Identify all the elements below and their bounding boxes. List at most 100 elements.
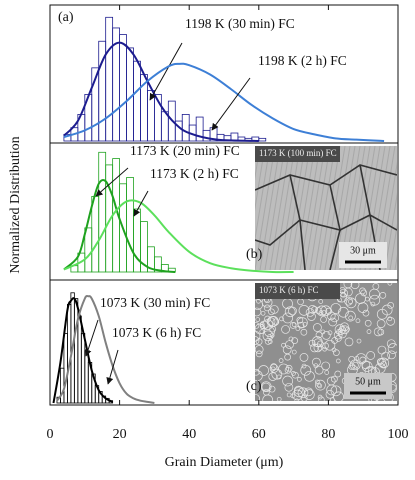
- lamella: [405, 146, 415, 270]
- grain: [330, 303, 342, 314]
- grain: [297, 317, 308, 328]
- grain: [330, 385, 342, 397]
- label-arrow: [211, 77, 251, 131]
- lamella: [304, 146, 326, 270]
- grain: [300, 328, 308, 336]
- grain: [313, 323, 322, 332]
- grain: [334, 370, 342, 378]
- grain: [359, 287, 366, 295]
- grain: [321, 361, 331, 371]
- grain: [255, 338, 263, 345]
- grain: [284, 382, 294, 392]
- grain: [268, 316, 279, 327]
- grain: [352, 361, 359, 369]
- lamella: [334, 146, 356, 270]
- inset-label: 1173 K (100 min) FC: [259, 148, 337, 158]
- scale-bar-bg: [339, 242, 387, 268]
- series-label: 1173 K (20 min) FC: [130, 143, 240, 158]
- scale-bar-label: 50 μm: [355, 376, 381, 387]
- grain: [255, 345, 264, 354]
- grain: [268, 372, 278, 381]
- grain: [373, 327, 383, 337]
- grain: [386, 316, 395, 326]
- grain: [333, 391, 344, 401]
- series-label: 1073 K (30 min) FC: [100, 295, 210, 310]
- grain: [276, 374, 282, 380]
- grain: [316, 305, 328, 317]
- grain: [315, 379, 326, 391]
- grain: [268, 385, 276, 393]
- grain: [364, 296, 370, 302]
- grain: [255, 350, 263, 358]
- grain: [313, 343, 323, 353]
- grain: [369, 288, 380, 300]
- grain: [255, 370, 263, 382]
- grain: [355, 318, 361, 324]
- grain: [292, 389, 303, 401]
- grain: [279, 316, 284, 322]
- grain: [362, 309, 370, 317]
- grain: [333, 330, 343, 340]
- grain: [299, 353, 309, 362]
- grain: [295, 326, 301, 331]
- grain: [311, 306, 318, 313]
- grain: [286, 392, 292, 398]
- panel-frame: [49, 279, 399, 406]
- grain: [259, 322, 265, 327]
- x-tick-label: 0: [47, 427, 54, 442]
- grain: [284, 306, 296, 318]
- grain: [308, 304, 317, 314]
- grain: [387, 343, 397, 354]
- grain: [377, 358, 384, 365]
- grain: [304, 370, 315, 382]
- grain: [381, 351, 391, 361]
- grain: [291, 349, 297, 355]
- grain: [325, 389, 335, 399]
- grain: [387, 350, 396, 360]
- grain: [293, 386, 305, 398]
- inset-label: 1073 K (6 h) FC: [259, 285, 319, 295]
- grain: [284, 353, 291, 361]
- label-arrow: [149, 42, 183, 101]
- grain: [376, 319, 386, 328]
- grain: [330, 313, 340, 323]
- grain: [256, 298, 261, 304]
- grain: [348, 315, 354, 321]
- label-arrow: [95, 167, 129, 197]
- inset-label-bg: [255, 146, 340, 162]
- grain: [324, 339, 336, 351]
- grain: [340, 325, 350, 335]
- series-label: 1198 K (30 min) FC: [185, 16, 295, 31]
- grain: [335, 358, 341, 364]
- grain: [260, 381, 272, 393]
- grain: [264, 338, 272, 345]
- scale-bar-label: 30 μm: [350, 245, 376, 256]
- grain: [318, 310, 324, 316]
- x-tick-label: 60: [252, 427, 266, 442]
- x-axis-label: Grain Diameter (μm): [165, 455, 284, 470]
- grain: [320, 329, 326, 335]
- grain: [334, 324, 346, 336]
- grain: [294, 398, 300, 401]
- histogram-bar: [73, 298, 79, 404]
- histogram-bar: [133, 208, 141, 273]
- lamella: [259, 146, 281, 270]
- grain: [262, 394, 274, 401]
- grain: [356, 338, 362, 344]
- histogram-bar: [67, 303, 72, 404]
- grain: [360, 289, 368, 297]
- grain: [270, 363, 278, 371]
- grain: [339, 325, 344, 331]
- lamella: [319, 146, 341, 270]
- fit-curve: [63, 41, 259, 142]
- fit-curve: [63, 199, 294, 274]
- histogram-bar: [84, 350, 89, 404]
- label-arrow: [84, 319, 99, 357]
- scale-bar-bg: [344, 373, 392, 399]
- lamella: [289, 146, 311, 270]
- fit-curve: [63, 179, 176, 273]
- histogram-bar: [98, 151, 107, 273]
- lamella: [274, 146, 296, 270]
- grain: [305, 308, 315, 317]
